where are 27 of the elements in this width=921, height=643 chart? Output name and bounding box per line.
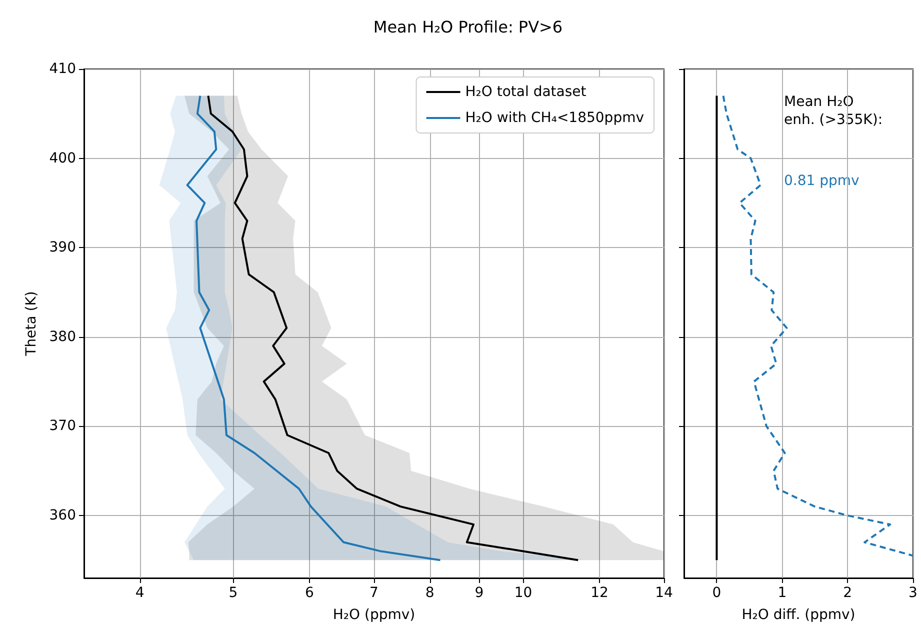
x-tick-label: 3 [908, 585, 918, 601]
x-tick-label: 12 [590, 585, 608, 601]
legend-label: H₂O total dataset [465, 84, 587, 100]
y-tick-label: 390 [49, 240, 76, 256]
y-tick-label: 410 [49, 61, 76, 77]
x-tick-label: 4 [135, 585, 144, 601]
x-tick-label: 9 [474, 585, 484, 601]
chart-title: Mean H₂O Profile: PV>6 [373, 18, 563, 36]
x-tick-label: 7 [370, 585, 378, 601]
x-tick-label: 14 [655, 585, 673, 601]
y-tick-label: 370 [49, 418, 76, 434]
x-tick-label: 5 [228, 585, 238, 601]
legend-label: H₂O with CH₄<1850ppmv [465, 110, 644, 126]
x-tick-label: 1 [778, 585, 787, 601]
x-axis-title: H₂O diff. (ppmv) [742, 607, 856, 623]
x-tick-label: 2 [843, 585, 852, 601]
y-tick-label: 400 [49, 150, 76, 166]
y-axis-title: Theta (K) [23, 291, 40, 357]
annotation: 0.81 ppmv [784, 173, 860, 189]
x-tick-label: 6 [305, 585, 314, 601]
y-tick-label: 360 [49, 507, 76, 524]
y-tick-label: 380 [49, 328, 76, 345]
annotation: Mean H₂O enh. (>355K): [784, 94, 883, 128]
x-tick-label: 0 [712, 585, 722, 601]
x-tick-label: 10 [514, 585, 532, 601]
x-tick-label: 8 [425, 585, 434, 601]
x-axis-title: H₂O (ppmv) [332, 607, 416, 623]
